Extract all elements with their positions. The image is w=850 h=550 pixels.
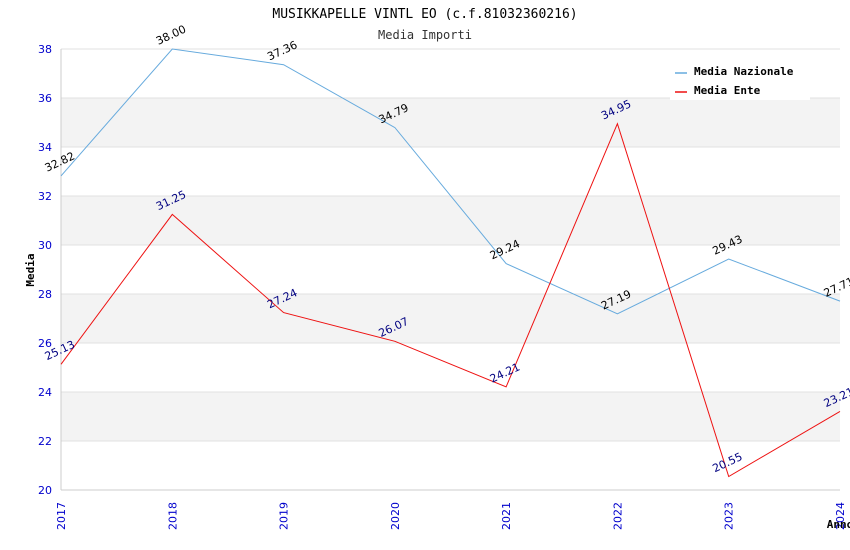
- series-lines: [60, 48, 841, 478]
- x-tick-label: 2023: [723, 502, 736, 530]
- data-label: 24.21: [488, 360, 522, 385]
- x-tick-label: 2019: [278, 502, 291, 530]
- x-tick-label: 2021: [500, 502, 513, 530]
- y-tick-label: 22: [38, 435, 52, 448]
- chart-subtitle: Media Importi: [378, 28, 472, 42]
- y-tick-label: 38: [38, 43, 52, 56]
- grid-band: [61, 196, 840, 245]
- legend-label-media-nazionale: Media Nazionale: [694, 65, 794, 78]
- y-axis-label: Media: [24, 253, 37, 286]
- y-tick-label: 30: [38, 239, 52, 252]
- legend-label-media-ente: Media Ente: [694, 84, 761, 97]
- x-tick-label: 2022: [611, 502, 624, 530]
- legend-background: [670, 60, 810, 100]
- grid-band: [61, 98, 840, 147]
- y-tick-labels: 20 22 24 26 28 30 32 34 36 38: [38, 43, 52, 497]
- data-label: 38.00: [154, 23, 188, 48]
- grid-lines: [61, 48, 840, 491]
- grid-band: [61, 392, 840, 441]
- y-tick-label: 26: [38, 337, 52, 350]
- y-tick-label: 20: [38, 484, 52, 497]
- y-tick-label: 34: [38, 141, 52, 154]
- grid-bands: [61, 98, 840, 441]
- chart-title: MUSIKKAPELLE VINTL EO (c.f.81032360216): [272, 7, 577, 22]
- x-tick-label: 2020: [389, 502, 402, 530]
- y-tick-label: 36: [38, 92, 52, 105]
- x-tick-label: 2018: [166, 502, 179, 530]
- x-tick-labels: 2017 2018 2019 2020 2021 2022 2023 2024: [55, 502, 847, 530]
- series-line-media-ente: [60, 122, 841, 478]
- y-tick-label: 24: [38, 386, 52, 399]
- x-tick-label: 2024: [834, 502, 847, 530]
- x-axis-label: Anno: [827, 518, 850, 531]
- x-tick-label: 2017: [55, 502, 68, 530]
- y-tick-label: 32: [38, 190, 52, 203]
- y-tick-label: 28: [38, 288, 52, 301]
- grid-band: [61, 294, 840, 343]
- series-line-media-nazionale: [60, 48, 841, 315]
- legend: Media Nazionale Media Ente: [670, 60, 810, 100]
- data-label: 37.36: [265, 38, 299, 63]
